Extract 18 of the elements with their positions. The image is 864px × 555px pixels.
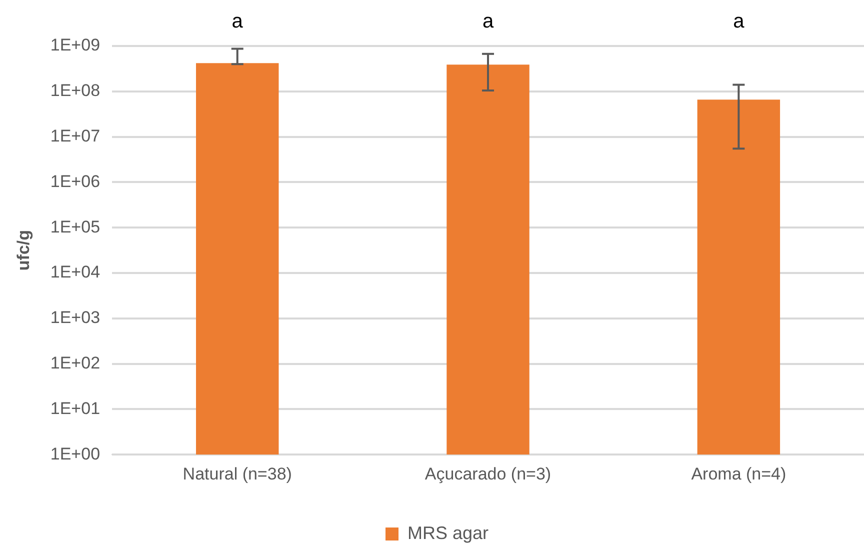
x-tick-label: Açucarado (n=3): [424, 464, 552, 484]
y-tick-label: 1E+09: [50, 36, 100, 55]
y-tick-label: 1E+04: [50, 262, 100, 282]
y-tick-label: 1E+02: [50, 353, 100, 372]
legend-label: MRS agar: [407, 522, 489, 543]
text: a: [232, 10, 244, 33]
y-tick-label: 1E+07: [50, 126, 100, 146]
x-tick-label: Natural (n=38): [182, 464, 292, 484]
text: a: [733, 10, 746, 33]
y-tick-label: 1E+06: [50, 172, 100, 191]
text: a: [482, 10, 494, 33]
y-axis-title: ufc/g: [14, 230, 33, 271]
y-tick-label: 1E+08: [50, 81, 100, 100]
y-tick-label: 1E+01: [50, 398, 100, 418]
y-tick-label: 1E+00: [50, 444, 100, 464]
y-tick-label: 1E+03: [50, 308, 100, 328]
y-tick-label: 1E+05: [50, 217, 100, 236]
x-tick-label: Aroma (n=4): [691, 464, 786, 484]
